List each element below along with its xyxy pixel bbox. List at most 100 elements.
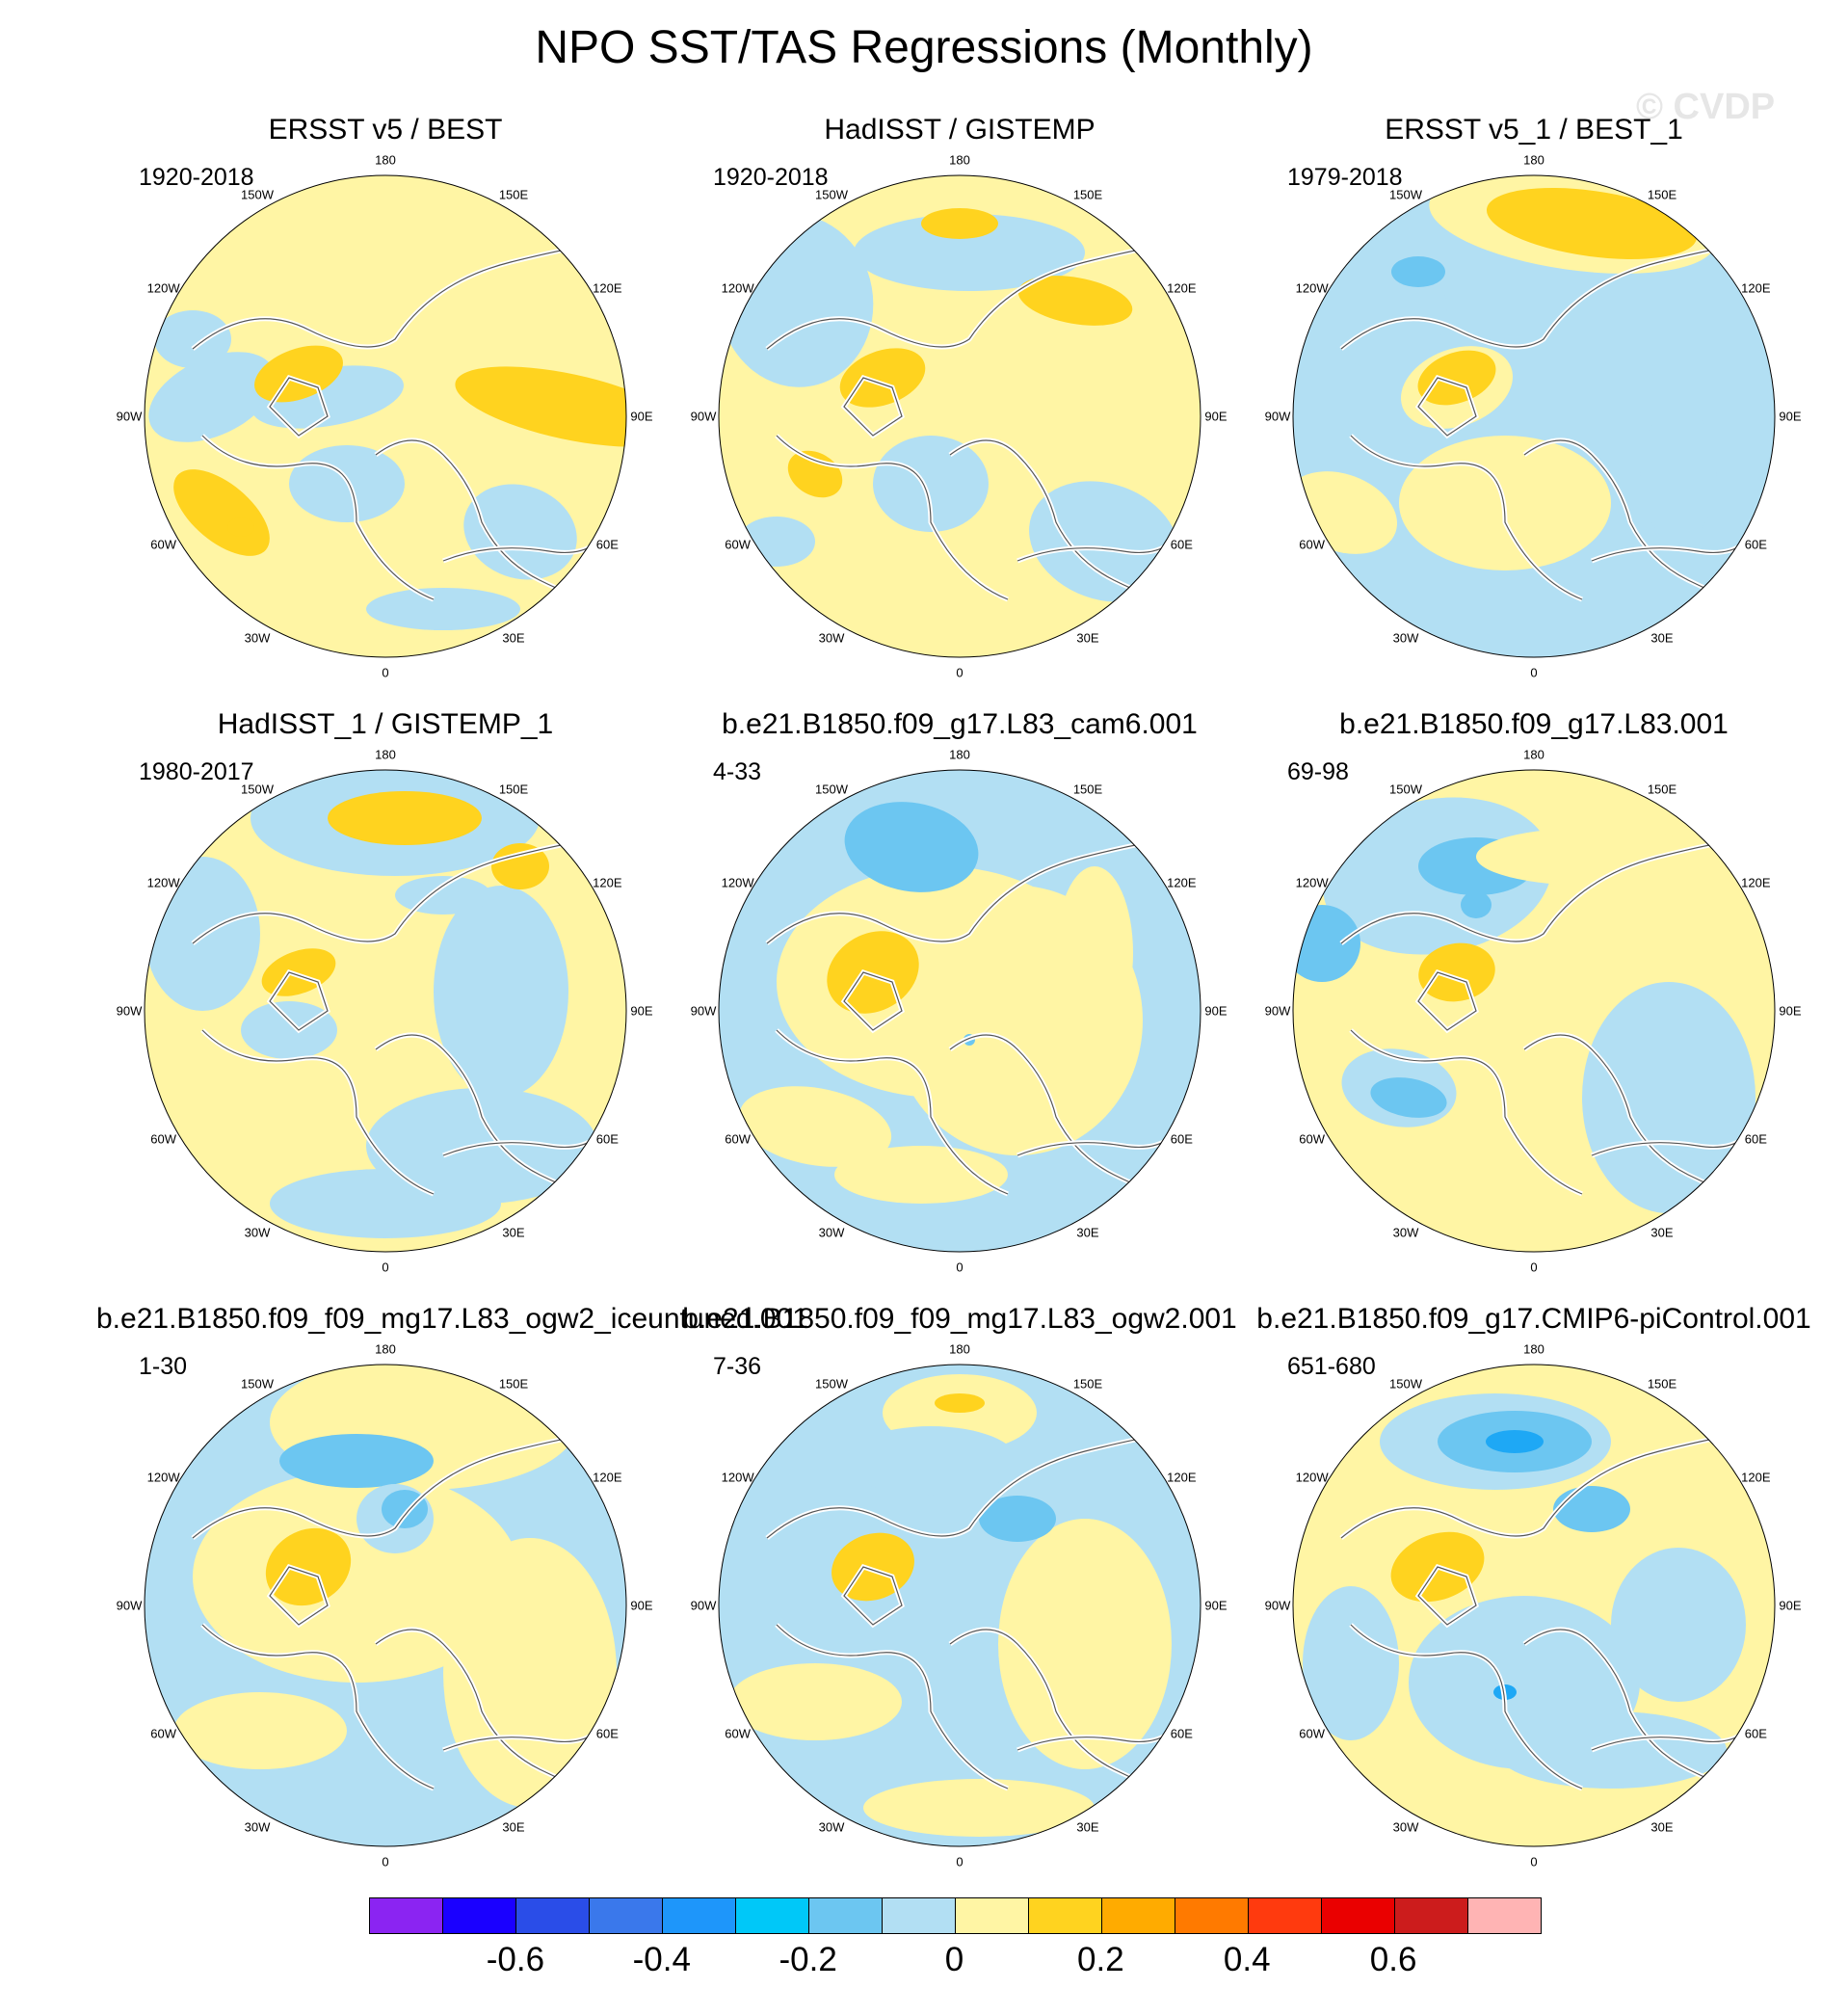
colorbar-tick-label: -0.6: [486, 1941, 545, 1978]
coastline: [766, 242, 1192, 350]
longitude-label: 60E: [1744, 1131, 1767, 1147]
colorbar-swatch: [809, 1898, 883, 1933]
longitude-label: 180: [949, 747, 970, 762]
longitude-label: 30W: [1392, 1225, 1419, 1240]
longitude-label: 0: [382, 1259, 389, 1275]
coastline: [766, 836, 1192, 944]
longitude-label: 60E: [595, 537, 619, 552]
longitude-label: 120E: [593, 1470, 622, 1485]
map-border: [1292, 174, 1776, 658]
longitude-label: 0: [1530, 665, 1538, 680]
regression-contour: [434, 886, 568, 1098]
panel-title: HadISST_1 / GISTEMP_1: [217, 708, 554, 740]
longitude-label: 120W: [146, 875, 180, 890]
map-border: [718, 769, 1201, 1253]
longitude-label: 120E: [593, 280, 622, 296]
colorbar-swatch: [443, 1898, 516, 1933]
map-panel: HadISST / GISTEMP 1920-2018 180 150E 120E 90E…: [671, 114, 1249, 711]
longitude-label: 90W: [116, 1598, 143, 1613]
panel-years: 7-36: [713, 1353, 762, 1380]
longitude-label: 90E: [1779, 1003, 1802, 1019]
regression-contour: [328, 791, 482, 845]
longitude-label: 120E: [1741, 1470, 1771, 1485]
panel-title: b.e21.B1850.f09_f09_mg17.L83_ogw2.001: [682, 1303, 1237, 1335]
longitude-label: 30W: [1392, 630, 1419, 646]
regression-contour: [1486, 1430, 1544, 1453]
longitude-label: 60W: [725, 1726, 751, 1741]
polar-map: [1292, 174, 1776, 658]
regression-contour: [463, 484, 577, 580]
colorbar-swatch: [1468, 1898, 1541, 1933]
longitude-label: 150W: [1389, 782, 1422, 797]
regression-contour: [1582, 982, 1756, 1213]
colorbar-swatch: [663, 1898, 736, 1933]
regression-contour: [491, 843, 549, 889]
panel-years: 651-680: [1287, 1353, 1376, 1380]
colorbar-swatch: [590, 1898, 663, 1933]
colorbar-swatch: [1029, 1898, 1102, 1933]
polar-map: [718, 174, 1201, 658]
coastline: [201, 1029, 435, 1195]
longitude-label: 90E: [630, 1003, 653, 1019]
panel-years: 1-30: [139, 1353, 188, 1380]
map-panel: b.e21.B1850.f09_g17.CMIP6-piControl.001 6…: [1245, 1303, 1823, 1900]
longitude-label: 150W: [815, 187, 848, 202]
regression-contour: [193, 1471, 520, 1683]
cvdp-watermark: © CVDP: [1636, 87, 1776, 127]
longitude-label: 150E: [1647, 1376, 1677, 1392]
panel-title: ERSST v5_1 / BEST_1: [1385, 114, 1683, 146]
longitude-label: 120E: [1167, 1470, 1197, 1485]
longitude-label: 150W: [1389, 187, 1422, 202]
panel-title: HadISST / GISTEMP: [824, 114, 1096, 146]
coastline: [766, 1431, 1192, 1539]
longitude-label: 150E: [1647, 782, 1677, 797]
colorbar: [369, 1897, 1542, 1934]
regression-contour: [1461, 891, 1492, 918]
colorbar-swatch: [370, 1898, 443, 1933]
longitude-label: 60W: [725, 537, 751, 552]
map-border: [1292, 1364, 1776, 1847]
regression-contour: [873, 436, 989, 532]
coastline: [776, 1624, 1009, 1790]
longitude-label: 90E: [630, 409, 653, 424]
longitude-label: 90W: [1264, 1003, 1291, 1019]
longitude-label: 150E: [1072, 782, 1103, 797]
longitude-label: 90W: [690, 1598, 717, 1613]
coastline: [1350, 435, 1583, 600]
longitude-label: 0: [382, 665, 389, 680]
coastline: [1340, 836, 1766, 944]
regression-contour: [1056, 866, 1133, 1040]
longitude-label: 30E: [1076, 630, 1099, 646]
coastline: [201, 435, 435, 600]
regression-contour: [1029, 481, 1179, 602]
longitude-label: 30W: [244, 1819, 271, 1835]
longitude-label: 30E: [502, 1225, 525, 1240]
longitude-label: 180: [375, 1341, 396, 1357]
regression-contour: [1017, 276, 1133, 326]
longitude-label: 150E: [1072, 1376, 1103, 1392]
coastline: [843, 971, 903, 1031]
longitude-label: 90W: [116, 409, 143, 424]
longitude-label: 60E: [595, 1726, 619, 1741]
regression-contour: [173, 1692, 347, 1769]
map-panel: ERSST v5 / BEST 1920-2018 180 150E 120E 90E 60…: [96, 114, 674, 711]
coastline: [843, 1566, 903, 1626]
coastline: [843, 377, 903, 437]
longitude-label: 60E: [595, 1131, 619, 1147]
regression-contour: [728, 1663, 902, 1740]
longitude-label: 120E: [593, 875, 622, 890]
longitude-label: 90W: [1264, 1598, 1291, 1613]
regression-contour: [738, 1086, 892, 1167]
longitude-label: 60W: [150, 537, 176, 552]
longitude-label: 60W: [1299, 1131, 1325, 1147]
colorbar-tick-label: 0.4: [1223, 1941, 1271, 1978]
colorbar-tick-label: 0.6: [1369, 1941, 1417, 1978]
regression-contour: [279, 1434, 434, 1488]
longitude-label: 120W: [146, 280, 180, 296]
longitude-label: 60E: [1744, 1726, 1767, 1741]
panel-years: 1979-2018: [1287, 164, 1403, 191]
polar-map: [144, 1364, 627, 1847]
longitude-label: 90E: [1779, 1598, 1802, 1613]
longitude-label: 150E: [498, 1376, 529, 1392]
longitude-label: 150W: [241, 782, 274, 797]
